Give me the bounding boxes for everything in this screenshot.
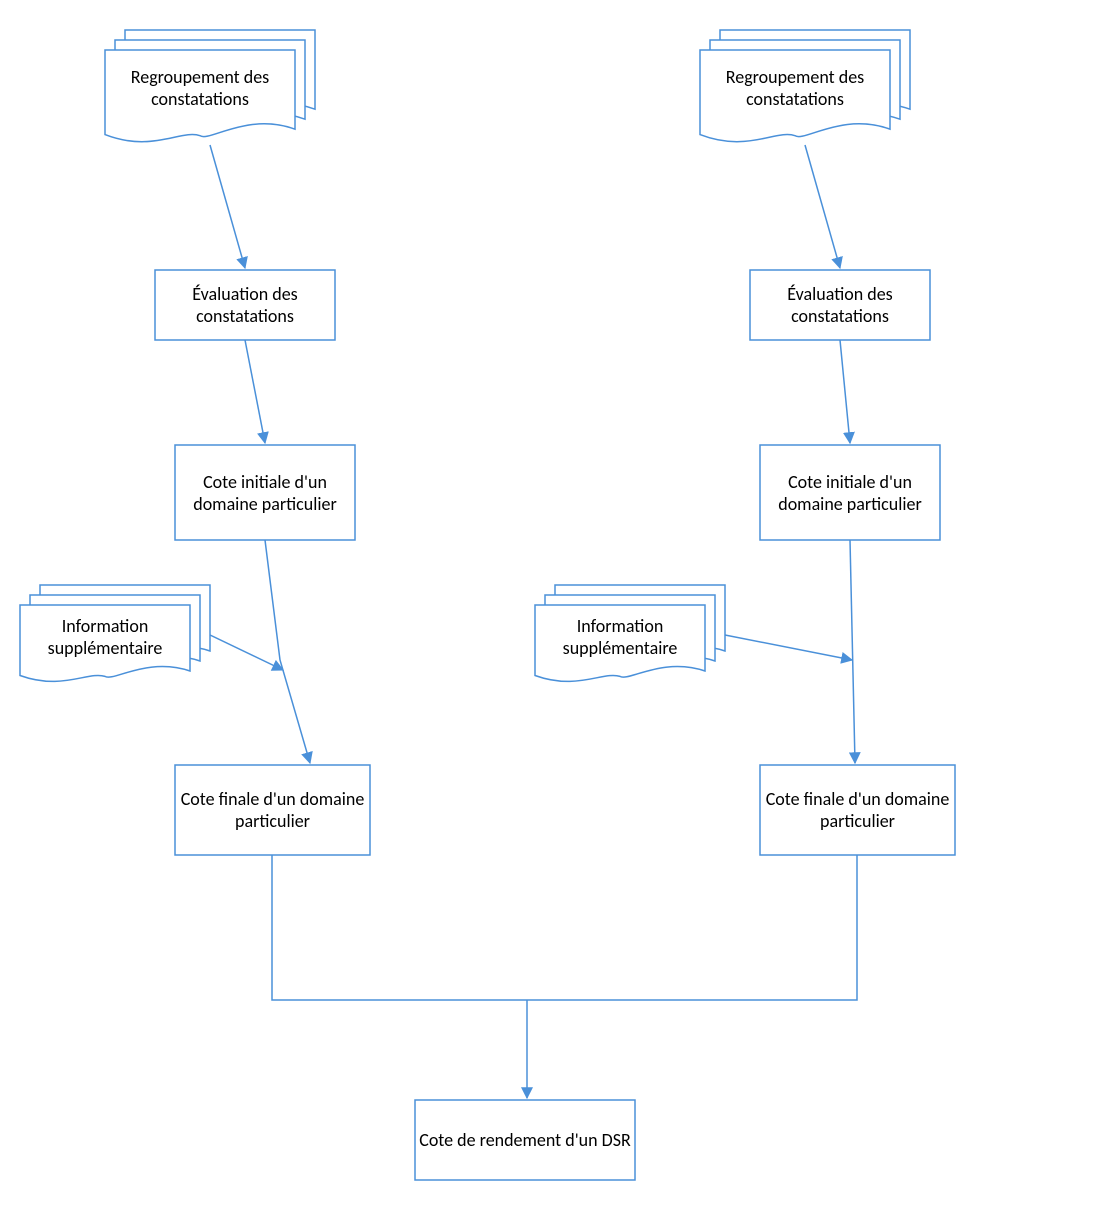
edge-7	[725, 635, 852, 660]
edge-5	[840, 340, 850, 443]
node-label-n7: Évaluation des constatations	[750, 270, 930, 340]
node-label-n9: Information supplémentaire	[535, 605, 705, 669]
node-label-n2: Évaluation des constatations	[155, 270, 335, 340]
edge-0	[210, 145, 245, 268]
node-label-n6: Regroupement des constatations	[700, 50, 890, 127]
edge-3	[210, 635, 283, 670]
edge-9	[527, 855, 857, 1000]
node-label-n1: Regroupement des constatations	[105, 50, 295, 127]
node-label-n5: Cote finale d'un domaine particulier	[175, 765, 370, 855]
node-label-n3: Cote initiale d'un domaine particulier	[175, 445, 355, 540]
edge-4	[805, 145, 840, 268]
node-label-n10: Cote finale d'un domaine particulier	[760, 765, 955, 855]
node-label-n4: Information supplémentaire	[20, 605, 190, 669]
edge-6	[850, 540, 855, 763]
node-label-n8: Cote initiale d'un domaine particulier	[760, 445, 940, 540]
edge-8	[272, 855, 527, 1000]
node-label-n11: Cote de rendement d'un DSR	[415, 1100, 635, 1180]
edge-2	[265, 540, 310, 763]
edge-1	[245, 340, 265, 443]
